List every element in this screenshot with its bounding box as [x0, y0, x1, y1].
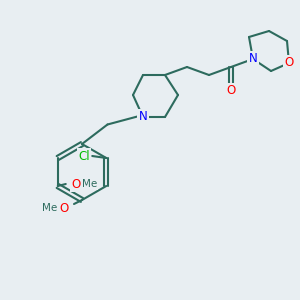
Text: Cl: Cl [78, 149, 90, 163]
Text: O: O [59, 202, 69, 214]
Text: O: O [284, 56, 294, 70]
Text: O: O [226, 85, 236, 98]
Text: Me: Me [82, 179, 98, 189]
Text: Me: Me [42, 203, 58, 213]
Text: N: N [139, 110, 147, 124]
Text: O: O [71, 178, 80, 190]
Text: N: N [249, 52, 257, 65]
